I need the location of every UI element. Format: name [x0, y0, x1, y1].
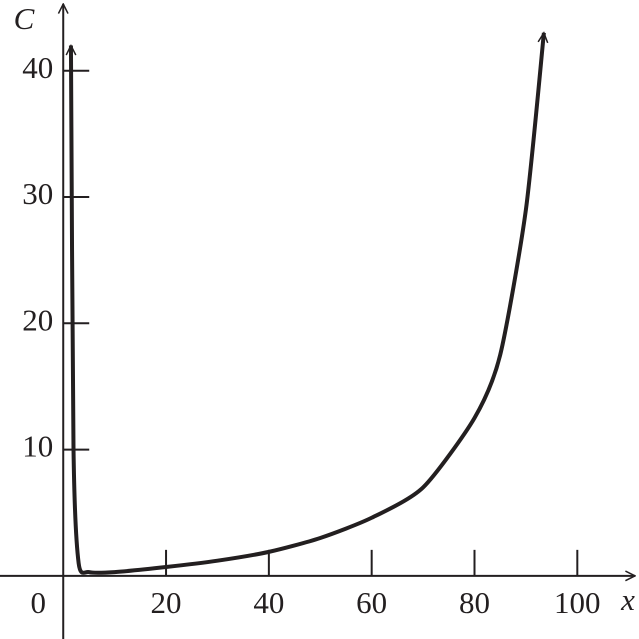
- x-tick-label: 60: [356, 585, 387, 620]
- y-tick-label: 30: [22, 176, 53, 211]
- x-tick-label: 20: [151, 585, 182, 620]
- curve: [71, 33, 544, 575]
- x-axis-label: x: [620, 582, 635, 617]
- y-tick-label: 20: [22, 302, 53, 337]
- x-tick-label: 100: [554, 585, 601, 620]
- y-axis-label: C: [14, 1, 35, 36]
- y-tick-label: 40: [22, 50, 53, 85]
- y-tick-label: 10: [22, 429, 53, 464]
- x-tick-label: 80: [459, 585, 490, 620]
- x-tick-label: 40: [253, 585, 284, 620]
- x-tick-label: 0: [30, 585, 46, 620]
